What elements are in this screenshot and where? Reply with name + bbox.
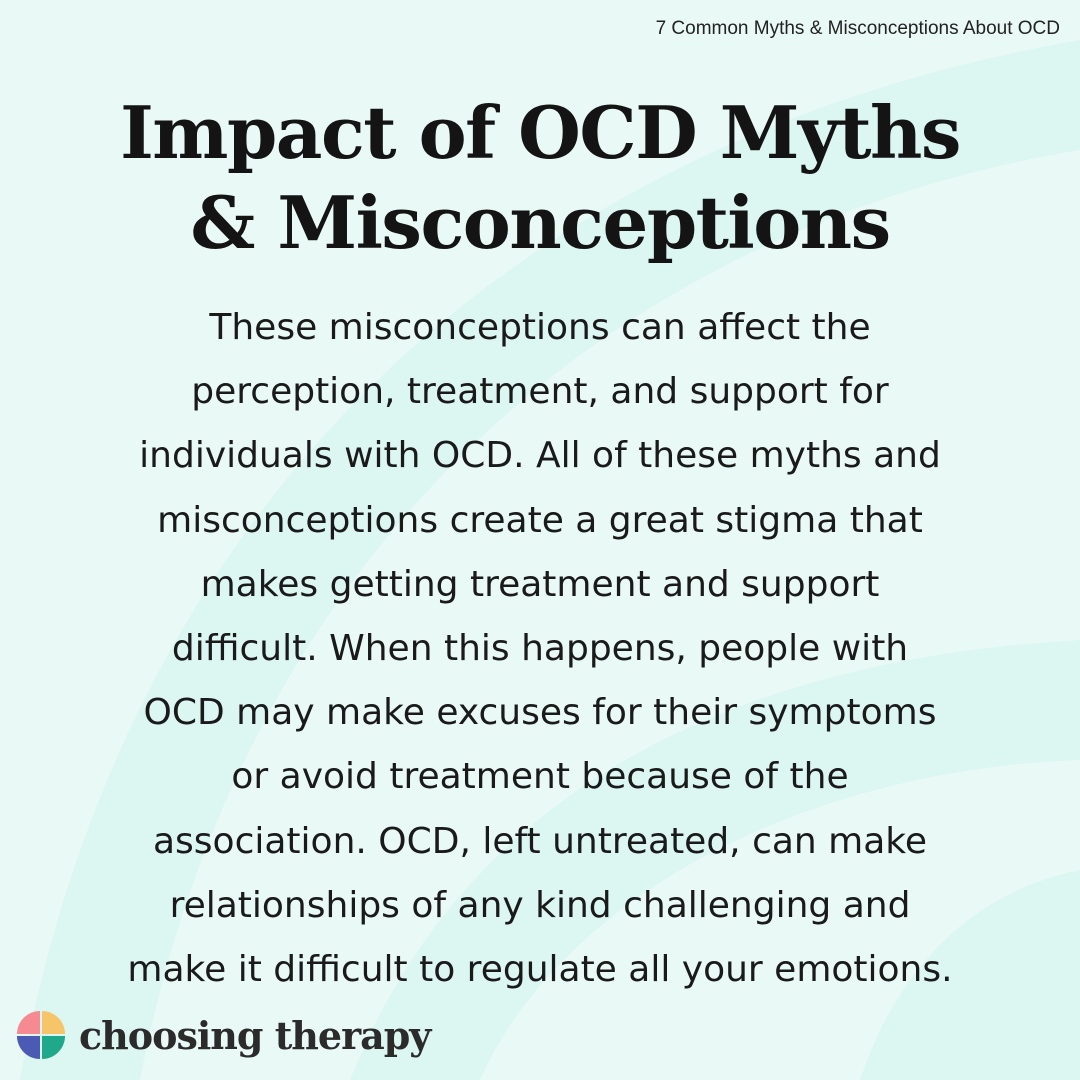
logo-petal-blue — [17, 1036, 40, 1059]
body-line: These misconceptions can affect the — [209, 307, 871, 348]
brand-lockup: choosing therapy — [14, 1008, 431, 1062]
body-line: make it difficult to regulate all your e… — [127, 949, 953, 991]
body-line: difficult. When this happens, people wit… — [171, 628, 909, 670]
body-line: makes getting treatment and support — [200, 563, 880, 605]
page-title-line: Impact of OCD Myths — [120, 90, 961, 175]
logo-petal-pink — [17, 1011, 40, 1034]
four-petal-logo-icon — [17, 1011, 65, 1059]
brand-name: choosing therapy — [79, 1012, 431, 1058]
body-line: relationships of any kind challenging an… — [169, 884, 911, 926]
page-title-line: & Misconceptions — [190, 180, 891, 265]
series-title: 7 Common Myths & Misconceptions About OC… — [655, 18, 1060, 39]
body-line: association. OCD, left untreated, can ma… — [152, 820, 928, 862]
body-line: or avoid treatment because of the — [231, 756, 849, 798]
body-paragraph: These misconceptions can affect the perc… — [60, 296, 1020, 1002]
logo-petal-yellow — [42, 1011, 65, 1034]
body-line: misconceptions create a great stigma tha… — [157, 499, 923, 541]
body-line: individuals with OCD. All of these myths… — [139, 435, 941, 477]
page-title: Impact of OCD Myths & Misconceptions — [0, 88, 1080, 268]
logo-petal-green — [42, 1036, 65, 1059]
body-line: OCD may make excuses for their symptoms — [143, 692, 937, 734]
body-line: perception, treatment, and support for — [191, 371, 889, 413]
